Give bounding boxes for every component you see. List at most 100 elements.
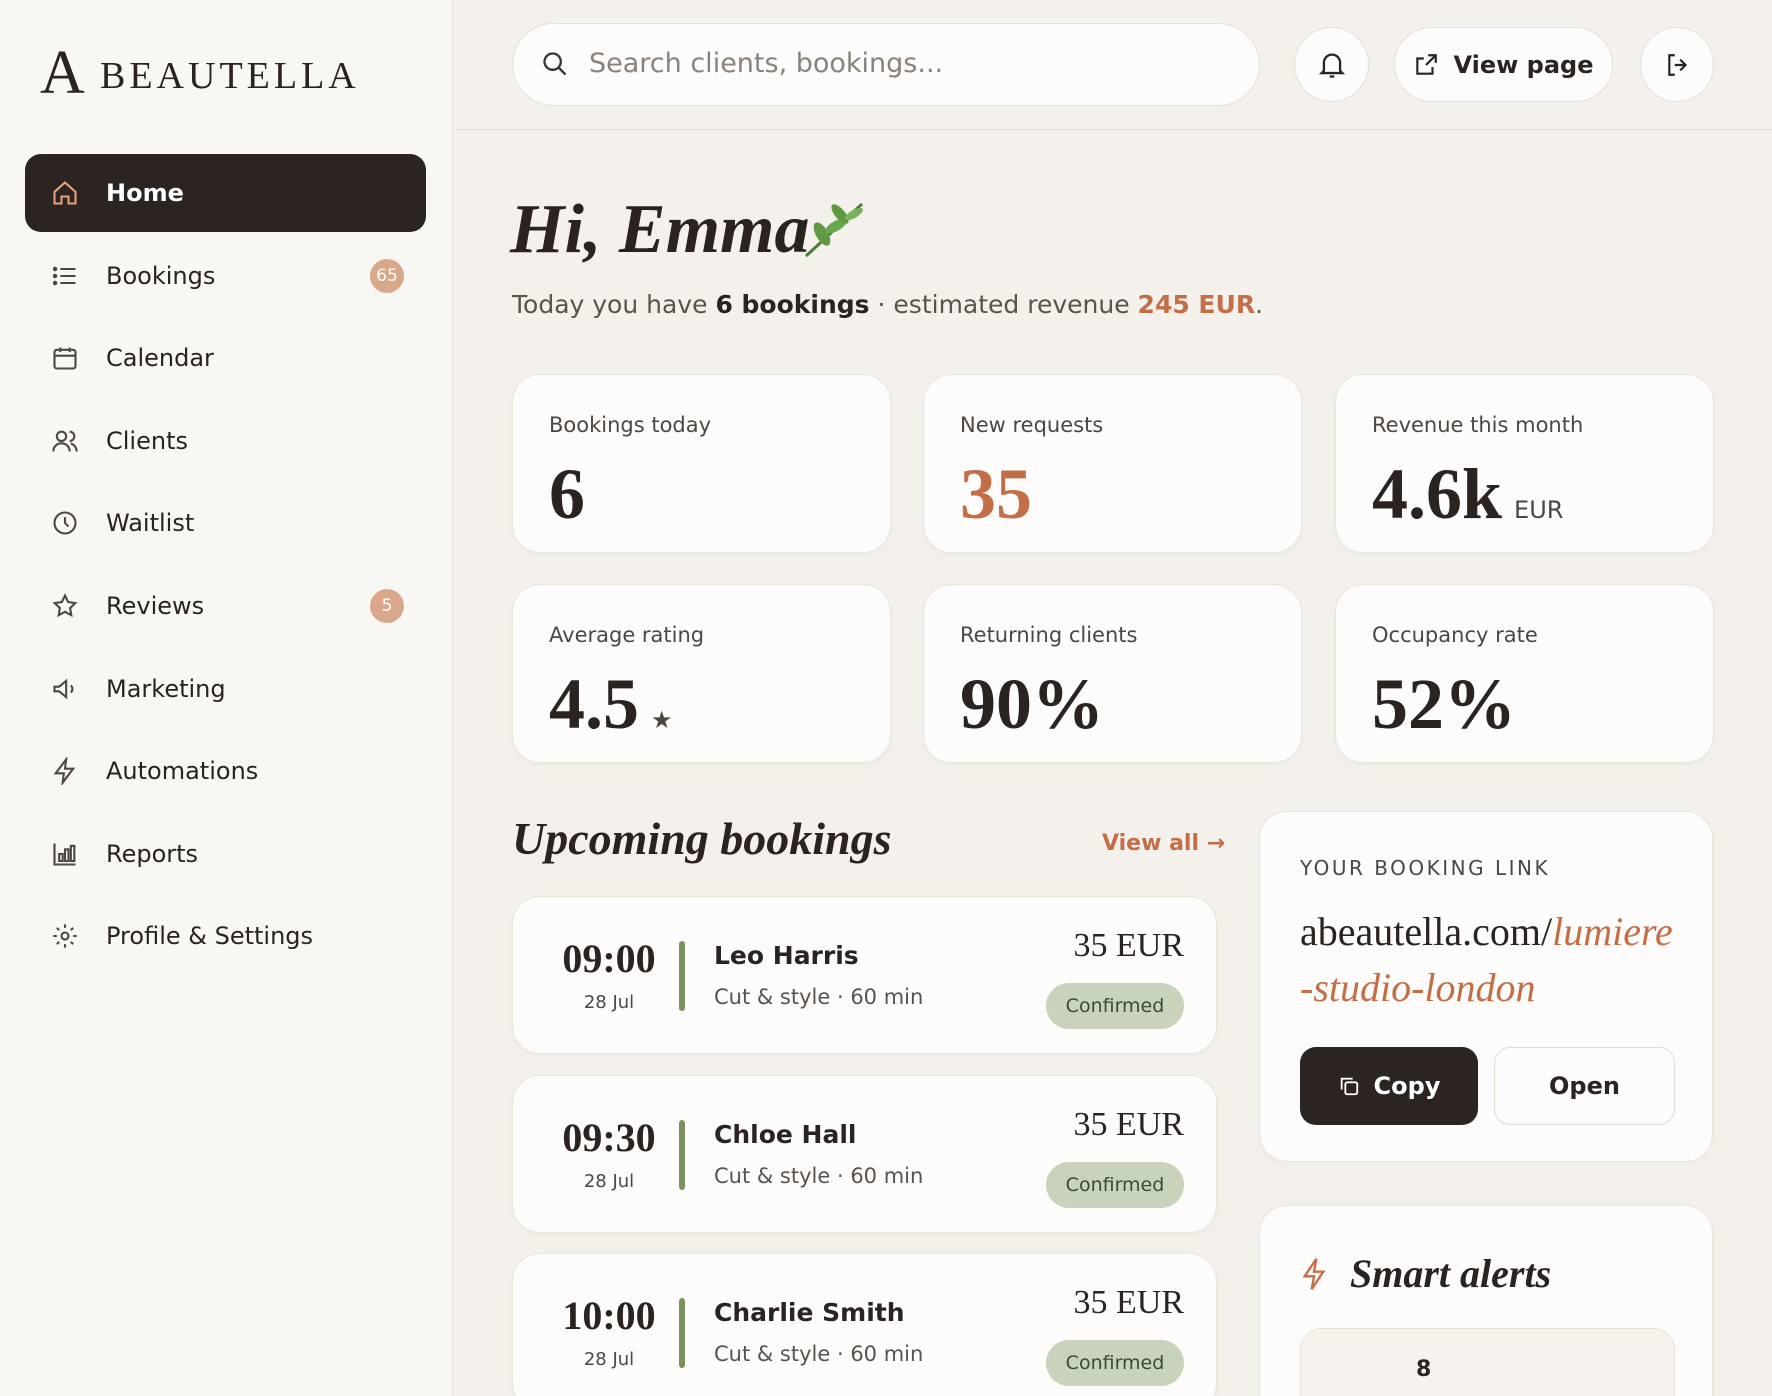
nav-icon xyxy=(53,678,74,700)
booking-link-heading: YOUR BOOKING LINK xyxy=(1300,856,1551,880)
stat-card: Revenue this month 4.6k EUR xyxy=(1335,374,1714,553)
nav-icon xyxy=(53,924,77,949)
booking-card[interactable]: 09:00 28 Jul Leo Harris Cut & style · 60 mi… xyxy=(512,896,1217,1054)
booking-price: 35 EUR xyxy=(1073,1284,1185,1321)
stat-label: Bookings today xyxy=(549,413,712,437)
nav-icon xyxy=(52,593,78,618)
booking-divider xyxy=(679,1119,685,1190)
nav-item[interactable]: Calendar xyxy=(25,319,426,397)
booking-link-domain: abeautella.com/ xyxy=(1300,909,1553,954)
booking-link-slug: lumiere-studio-london xyxy=(1300,909,1673,1010)
alert-count: 8 xyxy=(1416,1357,1432,1382)
booking-status: Confirmed xyxy=(1046,983,1184,1029)
booking-price: 35 EUR xyxy=(1073,927,1185,964)
nav-item[interactable]: Profile & Settings xyxy=(25,897,426,975)
open-button[interactable]: Open xyxy=(1494,1047,1675,1125)
booking-divider xyxy=(679,941,685,1011)
stat-number: 4.5 xyxy=(549,664,639,744)
booking-status: Confirmed xyxy=(1046,1340,1184,1386)
search-placeholder: Search clients, bookings... xyxy=(589,48,944,79)
booking-time: 09:30 xyxy=(562,1114,656,1160)
stat-card: Average rating 4.5 ★ xyxy=(512,584,891,763)
greeting-title: Hi, Emma xyxy=(510,191,810,268)
nav-item[interactable]: Waitlist xyxy=(25,484,426,562)
nav-label: Clients xyxy=(106,426,188,455)
stat-label: Revenue this month xyxy=(1372,413,1584,437)
booking-date: 28 Jul xyxy=(583,1349,635,1370)
nav-label: Reviews xyxy=(106,592,205,620)
booking-card[interactable]: 10:00 28 Jul Charlie Smith Cut & style · 60… xyxy=(512,1253,1217,1396)
stat-card: Occupancy rate 52% xyxy=(1335,584,1714,763)
greeting-summary: Today you have 6 bookings · estimated re… xyxy=(512,290,1263,319)
nav-item[interactable]: Reports xyxy=(25,815,426,893)
bolt-icon xyxy=(1302,1258,1326,1290)
nav-label: Home xyxy=(106,179,184,207)
view-page-label: View page xyxy=(1453,50,1594,79)
stat-value: 52% xyxy=(1372,663,1516,746)
nav-icon xyxy=(53,757,76,786)
summary-prefix: Today you have xyxy=(512,290,708,319)
booking-date: 28 Jul xyxy=(583,1170,635,1192)
nav-badge: 65 xyxy=(370,258,404,293)
nav-label: Waitlist xyxy=(106,509,195,538)
stat-number: 52% xyxy=(1372,664,1516,744)
booking-client: Chloe Hall xyxy=(714,1119,857,1149)
booking-service: Cut & style · 60 min xyxy=(714,1342,924,1366)
nav-item[interactable]: Home xyxy=(25,154,426,232)
summary-suffix: . xyxy=(1255,290,1264,319)
stat-value: 4.6k EUR xyxy=(1372,453,1563,536)
nav-label: Automations xyxy=(106,757,259,786)
upcoming-title: Upcoming bookings xyxy=(512,813,892,864)
alert-item: 8 xyxy=(1300,1328,1675,1396)
summary-revenue: 245 EUR xyxy=(1137,290,1256,319)
booking-time: 10:00 xyxy=(562,1293,656,1338)
stat-label: Occupancy rate xyxy=(1372,623,1538,647)
booking-client: Leo Harris xyxy=(714,941,859,970)
copy-label: Copy xyxy=(1373,1072,1441,1100)
booking-card[interactable]: 09:30 28 Jul Chloe Hall Cut & style · 60 mi… xyxy=(512,1074,1217,1233)
smart-alerts-title: Smart alerts xyxy=(1350,1251,1552,1296)
stat-unit: ★ xyxy=(651,706,673,734)
nav-icon xyxy=(52,266,76,285)
stat-label: New requests xyxy=(960,413,1104,437)
stat-number: 6 xyxy=(549,454,585,534)
view-all-link[interactable]: View all → xyxy=(1102,831,1226,856)
view-page-button[interactable]: View page xyxy=(1394,27,1613,102)
nav-label: Bookings xyxy=(106,261,216,290)
smart-alerts-card: Smart alerts 8 xyxy=(1259,1205,1713,1396)
sidebar: A BEAUTELLA Home Bookings 65 Calendar Client… xyxy=(0,0,453,1396)
copy-icon xyxy=(1340,1077,1358,1096)
nav-icon xyxy=(53,347,77,370)
stat-value: 90% xyxy=(960,663,1104,746)
stat-unit: EUR xyxy=(1514,496,1564,524)
nav-item[interactable]: Automations xyxy=(25,732,426,810)
nav-icon xyxy=(53,843,76,866)
stat-label: Returning clients xyxy=(960,623,1138,647)
nav-item[interactable]: Marketing xyxy=(25,650,426,728)
stat-value: 6 xyxy=(549,453,585,536)
nav-label: Marketing xyxy=(106,674,226,703)
notifications-button[interactable] xyxy=(1294,27,1369,102)
booking-status: Confirmed xyxy=(1046,1161,1184,1208)
booking-link-url: abeautella.com/lumiere-studio-london xyxy=(1300,904,1680,1016)
copy-button[interactable]: Copy xyxy=(1300,1047,1478,1125)
booking-divider xyxy=(679,1298,685,1368)
nav-icon xyxy=(52,430,78,452)
topbar xyxy=(453,0,1772,130)
nav-label: Reports xyxy=(106,839,199,868)
search-box[interactable]: Search clients, bookings... xyxy=(512,23,1260,106)
nav-badge: 5 xyxy=(370,589,404,623)
stat-value: 4.5 ★ xyxy=(549,663,673,746)
logo-mark: A xyxy=(40,39,85,107)
nav-item[interactable]: Bookings 65 xyxy=(25,237,426,315)
brand-name: BEAUTELLA xyxy=(100,55,360,97)
leaf-icon xyxy=(804,202,863,258)
nav-item[interactable]: Reviews 5 xyxy=(25,567,426,645)
stat-number: 4.6k xyxy=(1372,454,1503,534)
logout-button[interactable] xyxy=(1640,27,1714,102)
stat-value: 35 xyxy=(960,453,1032,536)
nav-item[interactable]: Clients xyxy=(25,402,426,480)
booking-time: 09:00 xyxy=(562,936,656,981)
